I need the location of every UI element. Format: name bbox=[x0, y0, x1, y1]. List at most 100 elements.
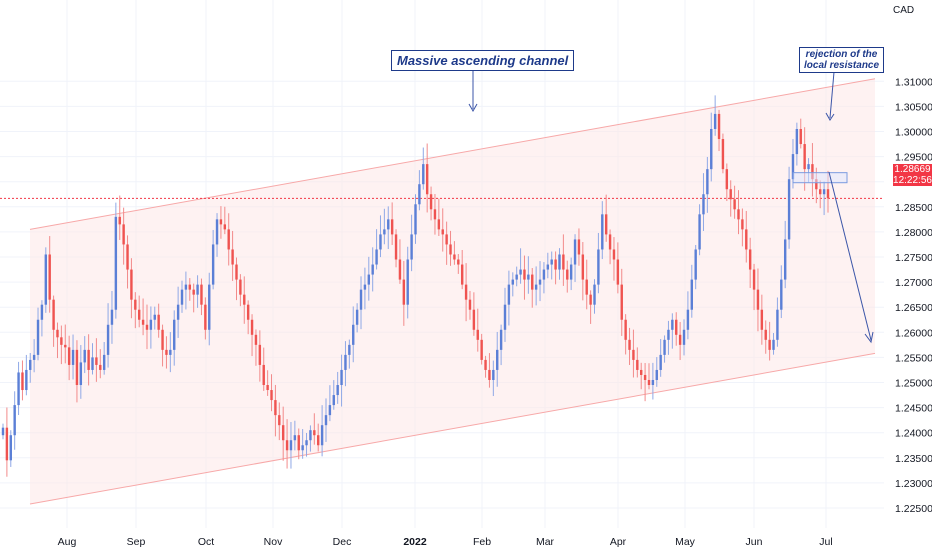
candle-body bbox=[807, 164, 810, 170]
candle-body bbox=[496, 349, 499, 370]
candle-body bbox=[690, 279, 694, 310]
candle-body bbox=[48, 254, 51, 300]
candle-body bbox=[60, 337, 63, 345]
candle-body bbox=[795, 128, 799, 155]
candle-body bbox=[499, 329, 503, 350]
candle-body bbox=[511, 279, 514, 285]
candle-body bbox=[355, 309, 359, 325]
arrow-title-head bbox=[468, 103, 478, 113]
candle-body bbox=[313, 430, 316, 436]
candle-body bbox=[686, 309, 690, 330]
annotation-rejection-line1: rejection of the bbox=[805, 49, 878, 60]
candle-body bbox=[340, 369, 343, 386]
annotation-arrows bbox=[468, 68, 874, 344]
candle-body bbox=[204, 304, 207, 330]
candle-body bbox=[67, 347, 71, 365]
arrow-rejection-head bbox=[825, 112, 835, 121]
price-tick-label: 1.27000 bbox=[895, 277, 932, 289]
candle-body bbox=[776, 309, 779, 340]
candle-body bbox=[169, 349, 172, 355]
candle-body bbox=[643, 374, 647, 380]
candle-body bbox=[184, 284, 188, 290]
candle-body bbox=[410, 234, 413, 260]
candle-body bbox=[243, 294, 246, 305]
candle-body bbox=[375, 249, 378, 265]
candle-body bbox=[748, 249, 752, 270]
candle-body bbox=[118, 216, 121, 225]
arrow-target bbox=[828, 171, 872, 341]
candle-body bbox=[542, 269, 546, 280]
candle-body bbox=[640, 369, 643, 375]
price-tick-label: 1.27500 bbox=[895, 252, 932, 264]
annotation-massive-ascending-channel: Massive ascending channel bbox=[391, 50, 575, 71]
candle-body bbox=[359, 289, 363, 310]
candle-body bbox=[620, 284, 623, 320]
time-tick-label: Nov bbox=[264, 536, 283, 548]
candle-body bbox=[305, 440, 308, 446]
candle-body bbox=[725, 169, 729, 190]
candle-body bbox=[301, 445, 304, 451]
candle-body bbox=[83, 349, 86, 363]
price-tick-label: 1.28500 bbox=[895, 202, 932, 214]
price-axis[interactable]: 1.22500 1.23000 1.23500 1.24000 1.24500 1.250… bbox=[895, 76, 932, 515]
candle-body bbox=[5, 427, 9, 461]
candle-body bbox=[519, 269, 522, 275]
candle-body bbox=[13, 405, 16, 436]
candle-body bbox=[612, 249, 616, 260]
candle-body bbox=[472, 309, 476, 330]
candle-body bbox=[791, 154, 795, 180]
candle-body bbox=[188, 284, 191, 290]
candle-body bbox=[36, 319, 40, 355]
ascending-channel-fill bbox=[30, 78, 875, 504]
candle-body bbox=[433, 209, 437, 220]
candle-body bbox=[488, 369, 491, 380]
last-price-tag: 1.28669 12:22:56 bbox=[893, 164, 932, 186]
price-tick-label: 1.24000 bbox=[895, 428, 932, 440]
candle-body bbox=[317, 435, 320, 446]
candle-body bbox=[390, 219, 394, 235]
candle-body bbox=[75, 349, 79, 386]
candle-body bbox=[636, 359, 639, 370]
candle-body bbox=[141, 319, 145, 325]
candle-body bbox=[219, 219, 223, 225]
candle-body bbox=[523, 269, 526, 280]
price-tick-label: 1.25000 bbox=[895, 378, 932, 390]
candle-body bbox=[208, 284, 211, 330]
candle-body bbox=[468, 299, 472, 310]
candle-body bbox=[383, 229, 386, 235]
candle-body bbox=[192, 289, 195, 295]
candle-body bbox=[608, 234, 612, 250]
candle-body bbox=[270, 390, 273, 401]
candle-body bbox=[760, 309, 764, 330]
candle-body bbox=[721, 139, 725, 170]
candle-body bbox=[324, 415, 328, 426]
price-tick-label: 1.24500 bbox=[895, 403, 932, 415]
candle-body bbox=[717, 113, 721, 140]
candle-body bbox=[180, 289, 184, 305]
time-tick-label: Apr bbox=[610, 536, 627, 548]
candle-body bbox=[772, 339, 775, 350]
candle-body bbox=[278, 415, 281, 426]
last-price-value: 1.28669 bbox=[894, 164, 931, 175]
candle-body bbox=[106, 324, 110, 355]
time-axis[interactable]: Aug Sep Oct Nov Dec 2022 Feb Mar Apr May Jun Jul bbox=[58, 536, 833, 548]
arrow-target-head bbox=[864, 331, 874, 344]
candle-body bbox=[40, 304, 44, 320]
candle-body bbox=[320, 425, 324, 446]
countdown-timer: 12:22:56 bbox=[893, 175, 932, 186]
candle-body bbox=[344, 354, 347, 370]
candle-body bbox=[418, 184, 421, 205]
candle-body bbox=[503, 304, 507, 330]
candle-body bbox=[200, 284, 203, 305]
candle-body bbox=[173, 319, 176, 350]
candle-body bbox=[414, 204, 417, 235]
candle-body bbox=[799, 128, 802, 145]
candle-body bbox=[589, 294, 592, 305]
candle-body bbox=[507, 284, 511, 305]
candle-body bbox=[815, 179, 818, 190]
candle-body bbox=[231, 249, 234, 265]
price-tick-label: 1.29500 bbox=[895, 152, 932, 164]
candle-body bbox=[531, 274, 534, 290]
candle-body bbox=[64, 344, 67, 348]
